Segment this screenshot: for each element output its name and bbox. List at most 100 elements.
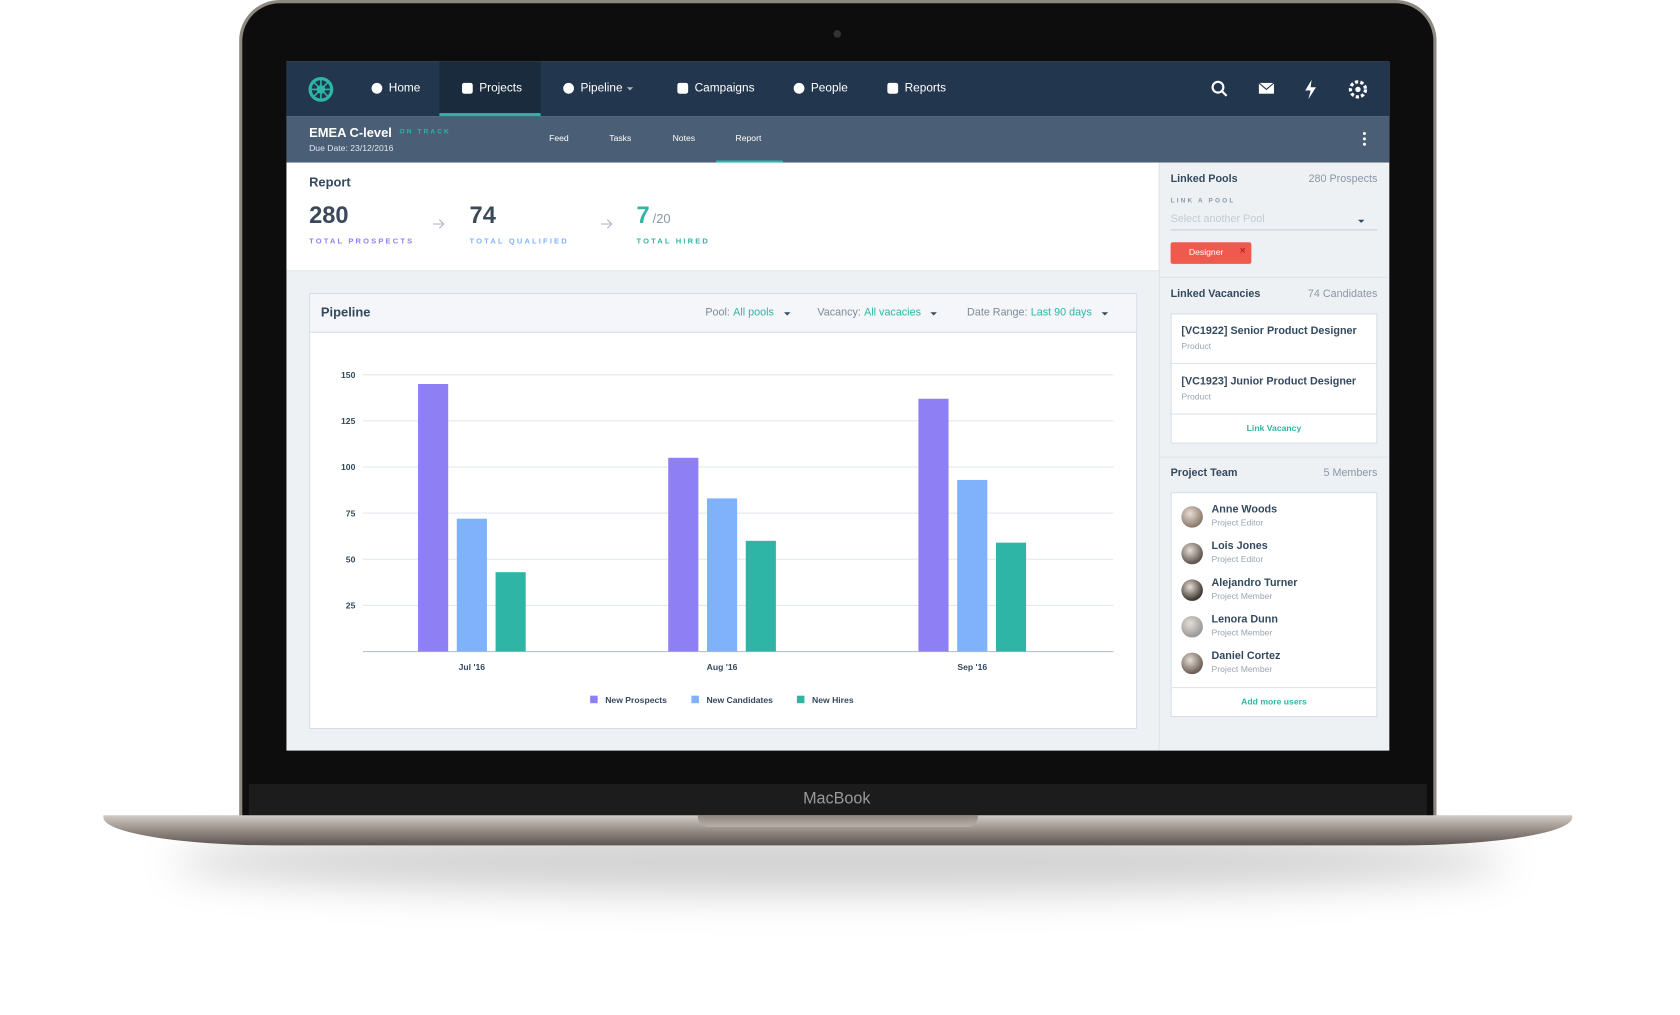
report-title: Report <box>309 174 351 190</box>
nav-active <box>439 61 541 117</box>
y-tick-label: 50 <box>346 555 356 565</box>
legend-label: New Candidates <box>706 695 773 705</box>
legend-label: New Prospects <box>605 695 667 705</box>
caret <box>1101 311 1108 318</box>
legend-swatch <box>590 695 598 704</box>
member-name[interactable]: Lois Jones <box>1211 540 1268 553</box>
menu-icon[interactable] <box>1361 131 1367 146</box>
divider <box>1171 362 1377 364</box>
side-count: 74 Candidates <box>1307 288 1378 301</box>
pipeline-header <box>310 293 1137 333</box>
bar <box>418 383 449 652</box>
tab[interactable]: Tasks <box>609 133 632 144</box>
select[interactable]: Select another Pool <box>1170 213 1378 231</box>
due-date: Due Date: 23/12/2016 <box>309 143 394 153</box>
tag[interactable] <box>1170 242 1252 264</box>
report-panel <box>286 162 1159 272</box>
bar <box>957 479 988 652</box>
side-title: Linked Pools <box>1170 173 1238 186</box>
nav-icon <box>563 82 574 94</box>
member-name[interactable]: Lenora Dunn <box>1211 613 1278 626</box>
nav-item[interactable]: Home <box>388 81 421 95</box>
filter[interactable]: Pool: All pools <box>705 306 791 319</box>
caret <box>626 87 634 93</box>
base-notch <box>697 815 978 828</box>
bar <box>495 572 526 652</box>
y-tick-label: 25 <box>346 601 356 611</box>
filter[interactable]: Vacancy: All vacacies <box>817 306 938 319</box>
nav-item[interactable]: Reports <box>904 81 947 95</box>
bar <box>918 398 949 652</box>
side-title: Linked Vacancies <box>1170 288 1261 301</box>
tag-remove[interactable]: × <box>1239 245 1246 258</box>
nav-item[interactable]: Campaigns <box>694 81 755 95</box>
bar <box>668 457 699 652</box>
link[interactable]: Add more users <box>1241 696 1307 707</box>
nav-item[interactable]: People <box>810 81 848 95</box>
avatar <box>1181 506 1203 528</box>
link[interactable]: Link Vacancy <box>1246 423 1302 433</box>
sub-header <box>286 116 1390 163</box>
filter-value: All vacacies <box>864 306 921 319</box>
caret <box>930 311 938 318</box>
filter-label: Date Range: <box>967 306 1028 319</box>
card <box>1170 492 1378 718</box>
member-role: Project Member <box>1211 664 1273 675</box>
stat-label: TOTAL HIRED <box>636 237 710 246</box>
nav-icon <box>887 82 899 94</box>
tab[interactable]: Report <box>735 133 762 144</box>
member-role: Project Member <box>1211 591 1273 601</box>
divider <box>1171 687 1377 689</box>
camera <box>833 30 842 38</box>
y-tick-label: 125 <box>341 416 356 426</box>
filter[interactable]: Date Range: Last 90 days <box>967 307 1108 319</box>
device-label: MacBook <box>803 789 871 808</box>
side-count: 5 Members <box>1323 467 1378 480</box>
logo <box>308 76 334 102</box>
divider <box>1158 276 1390 278</box>
stat-label: TOTAL PROSPECTS <box>309 237 415 246</box>
filter-value: All pools <box>733 306 774 319</box>
stat-value: 280 <box>309 201 349 229</box>
tab[interactable]: Notes <box>672 133 696 144</box>
tag-label: Designer <box>1188 247 1224 258</box>
nav-item[interactable]: Projects <box>479 81 523 95</box>
card <box>1170 313 1378 444</box>
avatar <box>1181 615 1203 638</box>
legend-swatch <box>796 695 805 704</box>
member-name[interactable]: Anne Woods <box>1211 503 1278 516</box>
bar <box>456 518 487 652</box>
nav-icon <box>677 82 689 94</box>
member-name[interactable]: Alejandro Turner <box>1211 577 1298 590</box>
nav-icons[interactable] <box>1205 79 1377 101</box>
divider <box>1171 413 1377 415</box>
y-tick-label: 75 <box>346 508 356 518</box>
filter-label: Vacancy: <box>817 306 861 319</box>
member-role: Project Editor <box>1211 554 1264 565</box>
project-status: ON TRACK <box>399 129 451 136</box>
tab[interactable]: Feed <box>549 133 569 144</box>
member-name[interactable]: Daniel Cortez <box>1211 650 1281 663</box>
vacancy-title[interactable]: [VC1922] Senior Product Designer <box>1181 325 1357 338</box>
member-role: Project Member <box>1211 627 1273 638</box>
chart: 25 50 75 100 125 150 Jul '16 Aug '16 Sep '16 New … <box>341 370 1114 705</box>
vacancy-dept: Product <box>1181 391 1212 402</box>
stat-arrows <box>432 219 613 229</box>
nav-icon <box>461 82 473 94</box>
nav-icon <box>371 82 383 94</box>
stat-suffix: /20 <box>652 211 671 227</box>
vacancy-dept: Product <box>1181 341 1212 352</box>
vacancy-title[interactable]: [VC1923] Junior Product Designer <box>1181 375 1357 388</box>
side-count: 280 Prospects <box>1308 173 1378 186</box>
legend-label: New Hires <box>812 695 854 705</box>
project-name: EMEA C-level <box>309 124 392 140</box>
field-label: LINK A POOL <box>1170 198 1236 205</box>
bar <box>745 540 776 652</box>
nav-item[interactable]: Pipeline <box>580 81 623 95</box>
y-tick-label: 100 <box>341 462 356 472</box>
tab-active <box>716 160 783 163</box>
caret <box>1357 219 1365 226</box>
bezel-bottom <box>248 783 1427 816</box>
filter-value: Last 90 days <box>1030 306 1092 319</box>
